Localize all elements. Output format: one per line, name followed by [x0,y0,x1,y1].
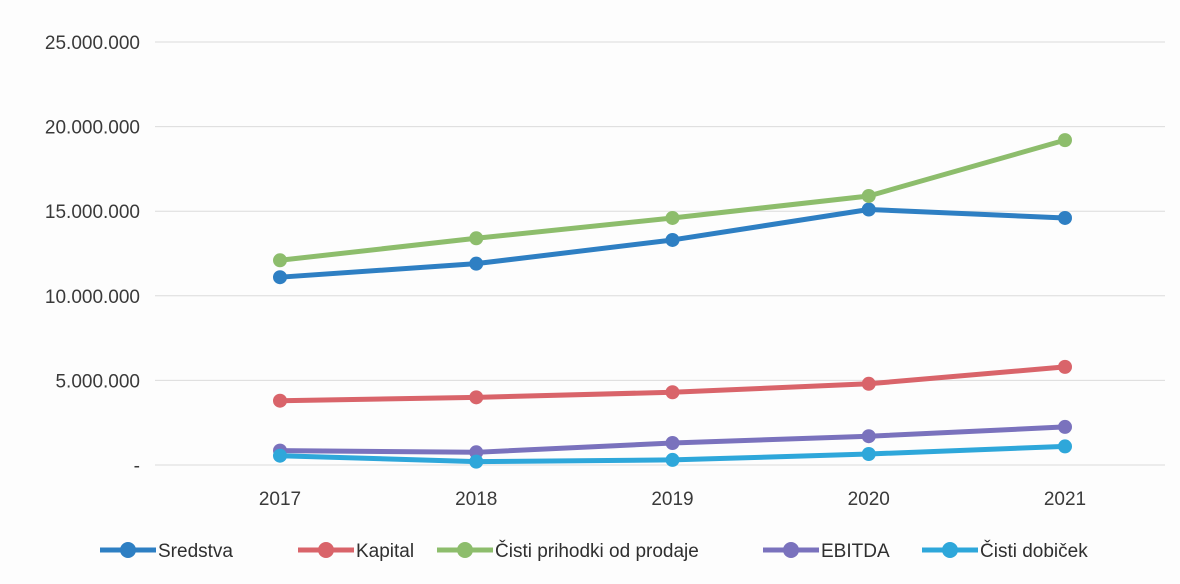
data-point [861,447,876,462]
series-4 [273,439,1072,469]
y-tick-label: 5.000.000 [55,371,140,392]
data-point [273,270,287,285]
gridlines [155,41,1165,466]
data-point [665,436,680,451]
series-3 [273,419,1072,460]
x-tick-label: 2017 [259,489,301,510]
legend-swatch-marker [942,542,958,558]
data-point [273,448,287,463]
data-point [1058,133,1072,148]
data-point [1058,359,1072,374]
x-tick-label: 2018 [455,489,497,510]
series-lines [273,133,1072,469]
data-point [861,202,876,217]
data-point [273,253,287,268]
y-tick-label: - [134,456,140,477]
series-0 [273,202,1072,285]
data-point [861,188,876,203]
legend-label: Čisti dobiček [980,540,1088,562]
data-point [861,376,876,391]
legend-item: Kapital [298,541,414,562]
x-tick-label: 2021 [1044,489,1086,510]
data-point [469,256,484,271]
data-point [469,454,484,469]
legend-item: Sredstva [100,541,233,562]
legend-item: Čisti dobiček [922,540,1088,562]
x-tick-label: 2019 [651,489,693,510]
y-tick-label: 25.000.000 [45,33,140,54]
data-point [273,393,287,408]
data-point [469,231,484,246]
data-point [1058,419,1072,434]
data-point [1058,439,1072,454]
data-point [861,429,876,444]
data-point [665,232,680,247]
legend-swatch-marker [318,542,334,558]
series-1 [273,359,1072,408]
y-tick-label: 15.000.000 [45,202,140,223]
legend-label: Sredstva [158,541,233,562]
legend-swatch-marker [457,542,473,558]
series-2 [273,133,1072,268]
y-tick-label: 10.000.000 [45,287,140,308]
x-tick-label: 2020 [848,489,890,510]
legend: Sredstva Kapital Čisti prihodki od prodaje… [100,540,1088,562]
legend-label: Kapital [356,541,414,562]
legend-label: EBITDA [821,541,890,562]
y-axis-ticks: - 5.000.000 10.000.000 15.000.000 20.000.000… [45,33,140,477]
legend-label: Čisti prihodki od prodaje [495,540,699,562]
data-point [665,385,680,400]
data-point [469,390,484,405]
x-axis-ticks: 2017 2018 2019 2020 2021 [259,489,1086,510]
data-point [1058,210,1072,225]
legend-swatch-marker [783,542,799,558]
data-point [665,210,680,225]
legend-item: Čisti prihodki od prodaje [437,540,699,562]
data-point [665,452,680,467]
legend-item: EBITDA [763,541,890,562]
legend-swatch-marker [120,542,136,558]
y-tick-label: 20.000.000 [45,118,140,139]
